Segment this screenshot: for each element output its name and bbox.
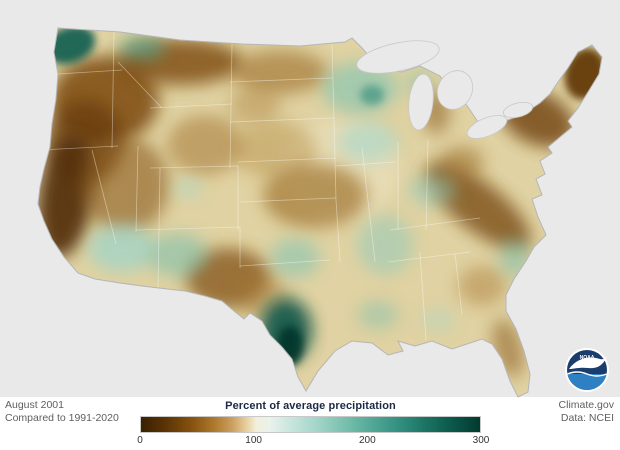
noaa-gull-icon — [569, 355, 607, 369]
precipitation-blob — [358, 301, 398, 329]
precipitation-blob — [408, 174, 456, 206]
lake-huron — [436, 70, 474, 110]
precipitation-legend: Percent of average precipitation 0 100 2… — [137, 400, 489, 447]
lake-ontario — [502, 101, 534, 119]
precipitation-blob — [422, 308, 454, 332]
precipitation-blob — [338, 122, 398, 162]
noaa-logo-sea — [567, 374, 607, 391]
precipitation-blob — [440, 146, 484, 178]
legend-tick-300: 300 — [472, 435, 490, 446]
legend-tick-200: 200 — [359, 435, 376, 446]
precipitation-blob — [357, 215, 413, 275]
precipitation-blob — [270, 238, 320, 278]
precipitation-blob — [174, 178, 202, 198]
source-site-label: Climate.gov — [558, 399, 614, 411]
legend-colorbar — [140, 416, 481, 433]
noaa-logo-text: NOAA — [580, 355, 595, 361]
precipitation-blob — [81, 137, 169, 233]
precipitation-blob — [119, 36, 165, 60]
precipitation-blob — [263, 164, 367, 228]
precipitation-blob — [233, 122, 317, 178]
map-date-label: August 2001 — [5, 399, 64, 411]
great-lakes — [356, 40, 534, 139]
lake-superior — [356, 40, 440, 74]
noaa-logo-wave — [567, 371, 607, 377]
legend-tick-labels: 0 100 200 300 — [137, 435, 489, 447]
precipitation-blob — [232, 50, 328, 94]
lake-erie — [466, 115, 508, 139]
legend-tick-0: 0 — [137, 435, 143, 446]
precipitation-blobs — [38, 28, 602, 378]
precipitation-blob — [88, 224, 156, 272]
source-data-label: Data: NCEI — [560, 412, 614, 424]
precipitation-blob — [360, 85, 384, 105]
map-comparison-label: Compared to 1991-2020 — [5, 412, 119, 424]
lake-michigan — [408, 73, 434, 131]
precipitation-blob — [38, 134, 95, 258]
precipitation-blob — [148, 233, 208, 277]
state-borders — [39, 29, 481, 341]
precipitation-blob — [229, 87, 281, 123]
precipitation-blob — [458, 266, 506, 306]
precipitation-blob — [167, 115, 243, 175]
legend-title: Percent of average precipitation — [225, 400, 396, 412]
source-info: Climate.gov Data: NCEI — [559, 399, 614, 425]
noaa-logo: NOAA — [565, 348, 609, 392]
legend-tick-100: 100 — [245, 435, 262, 446]
us-outline — [37, 27, 603, 398]
date-info: August 2001 Compared to 1991-2020 — [5, 399, 119, 425]
precipitation-blob — [44, 28, 96, 65]
